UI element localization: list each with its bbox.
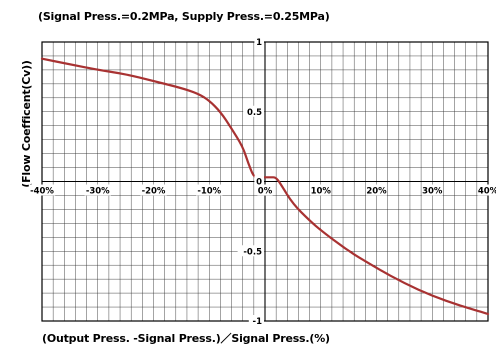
x-tick-label: 30% <box>422 187 443 197</box>
tick-labels: -40% -30% -20% -10% 0% 10% 20% 30% 40% 1 0.5 0 -0.5 -… <box>28 36 496 327</box>
x-axis-label: (Output Press. -Signal Press.)／Signal Pr… <box>42 332 330 345</box>
x-tick-label-bg <box>366 184 387 196</box>
x-tick-label: 0% <box>258 187 273 197</box>
x-tick-label: 10% <box>311 187 332 197</box>
y-tick-label-bg <box>243 105 264 117</box>
x-tick-label-bg <box>28 184 56 196</box>
x-tick-label-bg <box>196 184 223 196</box>
x-tick-label: 40% <box>478 187 496 197</box>
y-tick-label: -0.5 <box>243 247 262 257</box>
x-tick-label-bg <box>257 184 273 196</box>
x-tick-label-bg <box>84 184 111 196</box>
x-tick-label: -20% <box>142 187 166 197</box>
y-tick-label-bg <box>237 245 264 257</box>
x-tick-label: -30% <box>86 187 110 197</box>
x-tick-label: -10% <box>197 187 221 197</box>
x-tick-label: 20% <box>366 187 387 197</box>
chart-title: (Signal Press.=0.2MPa, Supply Press.=0.2… <box>38 10 330 23</box>
x-tick-label: -40% <box>30 187 54 197</box>
y-tick-label: -1 <box>253 317 263 327</box>
y-tick-label-bg <box>248 315 264 326</box>
x-tick-label-bg <box>477 184 496 196</box>
y-tick-label-bg <box>254 36 264 47</box>
y-tick-label: 0.5 <box>247 108 262 118</box>
y-tick-label-bg <box>254 175 264 187</box>
y-tick-label: 0 <box>256 178 262 188</box>
axes <box>41 41 489 322</box>
x-tick-label-bg <box>140 184 167 196</box>
y-tick-label: 1 <box>256 38 262 48</box>
x-tick-label-bg <box>310 184 332 196</box>
x-tick-label-bg <box>421 184 443 196</box>
